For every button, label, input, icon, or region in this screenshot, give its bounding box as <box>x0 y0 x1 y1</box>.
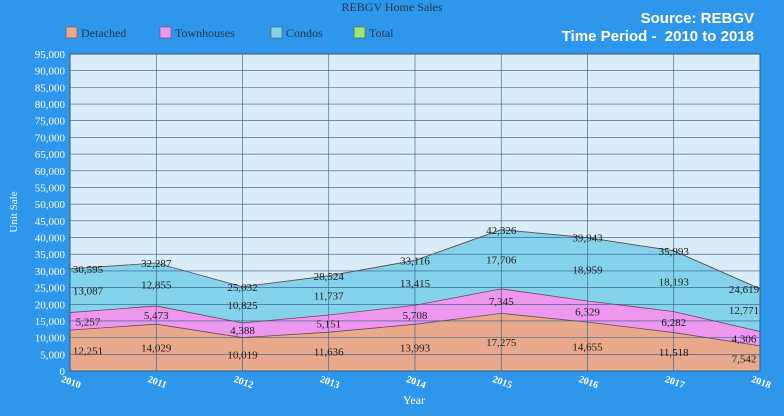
x-tick-label: 2011 <box>146 374 168 391</box>
legend-label: Total <box>369 26 394 40</box>
y-tick-label: 70,000 <box>35 132 66 144</box>
data-label-detached: 13,993 <box>400 343 431 355</box>
y-tick-label: 85,000 <box>35 82 66 94</box>
data-label-townhouses: 5,708 <box>403 310 428 322</box>
data-label-townhouses: 4,306 <box>732 334 757 346</box>
data-label-condos: 11,737 <box>314 290 344 302</box>
y-tick-label: 65,000 <box>35 149 66 161</box>
data-label-detached: 12,251 <box>73 346 103 358</box>
data-label-total: 32,287 <box>141 258 172 270</box>
y-tick-label: 40,000 <box>35 233 66 245</box>
y-tick-label: 20,000 <box>35 299 66 311</box>
y-tick-label: 35,000 <box>35 249 66 261</box>
data-label-detached: 14,029 <box>141 343 172 355</box>
data-label-detached: 17,275 <box>486 337 517 349</box>
data-label-detached: 11,518 <box>659 347 689 359</box>
legend-item-detached: Detached <box>65 26 126 40</box>
data-label-detached: 7,542 <box>732 353 757 365</box>
legend-swatch <box>353 26 366 39</box>
y-tick-label: 5,000 <box>40 349 65 361</box>
data-label-layer: 12,251 14,029 10,019 11,636 13,993 17,275 14,6… <box>73 225 760 366</box>
data-label-townhouses: 6,329 <box>575 307 600 319</box>
y-tick-label: 55,000 <box>35 182 66 194</box>
legend: Detached Townhouses Condos Total <box>65 26 394 40</box>
data-label-condos: 13,415 <box>400 278 431 290</box>
data-label-detached: 10,019 <box>227 349 258 361</box>
y-tick-label: 50,000 <box>35 199 66 211</box>
x-tick-label: 2016 <box>577 374 600 391</box>
data-label-total: 42,326 <box>486 225 517 237</box>
data-label-condos: 12,771 <box>729 305 759 317</box>
y-axis: 0 5,000 10,000 15,000 20,000 25,000 30,000 35,0… <box>35 49 66 378</box>
data-label-total: 25,032 <box>227 282 257 294</box>
y-tick-label: 0 <box>60 366 66 378</box>
data-label-total: 24,619 <box>729 284 760 296</box>
legend-swatch <box>159 26 172 39</box>
legend-label: Condos <box>286 26 323 40</box>
legend-label: Townhouses <box>175 26 235 40</box>
y-axis-title: Unit Sale <box>8 191 20 232</box>
x-tick-label: 2018 <box>750 374 773 391</box>
data-label-townhouses: 7,345 <box>489 296 514 308</box>
data-label-total: 28,524 <box>314 271 345 283</box>
x-tick-label: 2012 <box>232 374 255 391</box>
data-label-detached: 14,655 <box>572 342 603 354</box>
y-tick-label: 80,000 <box>35 99 66 111</box>
y-tick-label: 45,000 <box>35 216 66 228</box>
time-period-line: Time Period - 2010 to 2018 <box>561 28 754 45</box>
x-tick-label: 2013 <box>318 374 341 391</box>
y-tick-label: 95,000 <box>35 49 66 61</box>
x-axis: 2010 2011 2012 2013 2014 2015 2016 2017 2018 <box>60 374 773 391</box>
x-tick-label: 2017 <box>663 374 686 391</box>
y-tick-label: 90,000 <box>35 66 66 78</box>
data-label-townhouses: 5,151 <box>316 319 341 331</box>
data-label-townhouses: 4,388 <box>230 325 255 337</box>
data-label-detached: 11,636 <box>314 347 344 359</box>
data-label-condos: 10,825 <box>227 300 258 312</box>
legend-label: Detached <box>81 26 126 40</box>
data-label-total: 35,993 <box>659 246 690 258</box>
x-tick-label: 2010 <box>60 374 83 391</box>
legend-swatch <box>65 26 78 39</box>
y-tick-label: 75,000 <box>35 116 66 128</box>
legend-swatch <box>270 26 283 39</box>
data-label-total: 39,943 <box>572 233 603 245</box>
source-annotation: Source: REBGV Time Period - 2010 to 2018 <box>562 10 754 46</box>
legend-item-townhouses: Townhouses <box>159 26 235 40</box>
data-label-townhouses: 5,473 <box>144 310 169 322</box>
data-label-condos: 18,193 <box>659 276 690 288</box>
source-line: Source: REBGV <box>640 10 754 27</box>
y-tick-label: 25,000 <box>35 283 66 295</box>
data-label-condos: 18,959 <box>572 264 603 276</box>
data-label-condos: 12,855 <box>141 279 172 291</box>
data-label-total: 33,116 <box>400 255 430 267</box>
y-tick-label: 10,000 <box>35 333 66 345</box>
x-axis-title: Year <box>403 393 425 407</box>
y-tick-label: 60,000 <box>35 166 66 178</box>
x-tick-label: 2014 <box>405 374 428 391</box>
data-label-townhouses: 5,257 <box>76 316 101 328</box>
legend-item-total: Total <box>353 26 394 40</box>
data-label-condos: 13,087 <box>73 286 104 298</box>
x-tick-label: 2015 <box>491 374 514 391</box>
y-tick-label: 15,000 <box>35 316 66 328</box>
data-label-townhouses: 6,282 <box>661 317 686 329</box>
y-tick-label: 30,000 <box>35 266 66 278</box>
plot-border <box>69 53 761 372</box>
data-label-total: 30,595 <box>73 264 104 276</box>
data-label-condos: 17,706 <box>486 254 517 266</box>
legend-item-condos: Condos <box>270 26 323 40</box>
grid-layer <box>69 53 761 372</box>
chart-title: REBGV Home Sales <box>341 0 442 14</box>
